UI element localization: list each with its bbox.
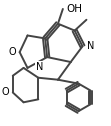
- Text: N: N: [87, 41, 95, 51]
- Text: O: O: [1, 87, 9, 98]
- Text: OH: OH: [67, 4, 83, 14]
- Text: O: O: [8, 47, 16, 57]
- Text: N: N: [36, 62, 43, 72]
